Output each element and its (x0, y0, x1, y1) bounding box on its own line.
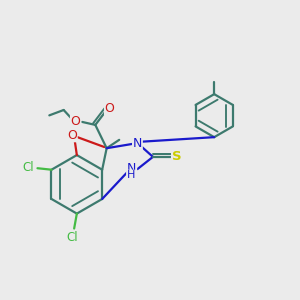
Text: S: S (172, 150, 182, 164)
Text: Cl: Cl (66, 231, 78, 244)
Text: O: O (67, 129, 77, 142)
Text: N: N (127, 162, 136, 175)
Text: N: N (133, 137, 142, 150)
Text: O: O (105, 102, 115, 115)
Text: H: H (127, 170, 135, 180)
Text: O: O (71, 115, 80, 128)
Text: Cl: Cl (23, 161, 34, 174)
